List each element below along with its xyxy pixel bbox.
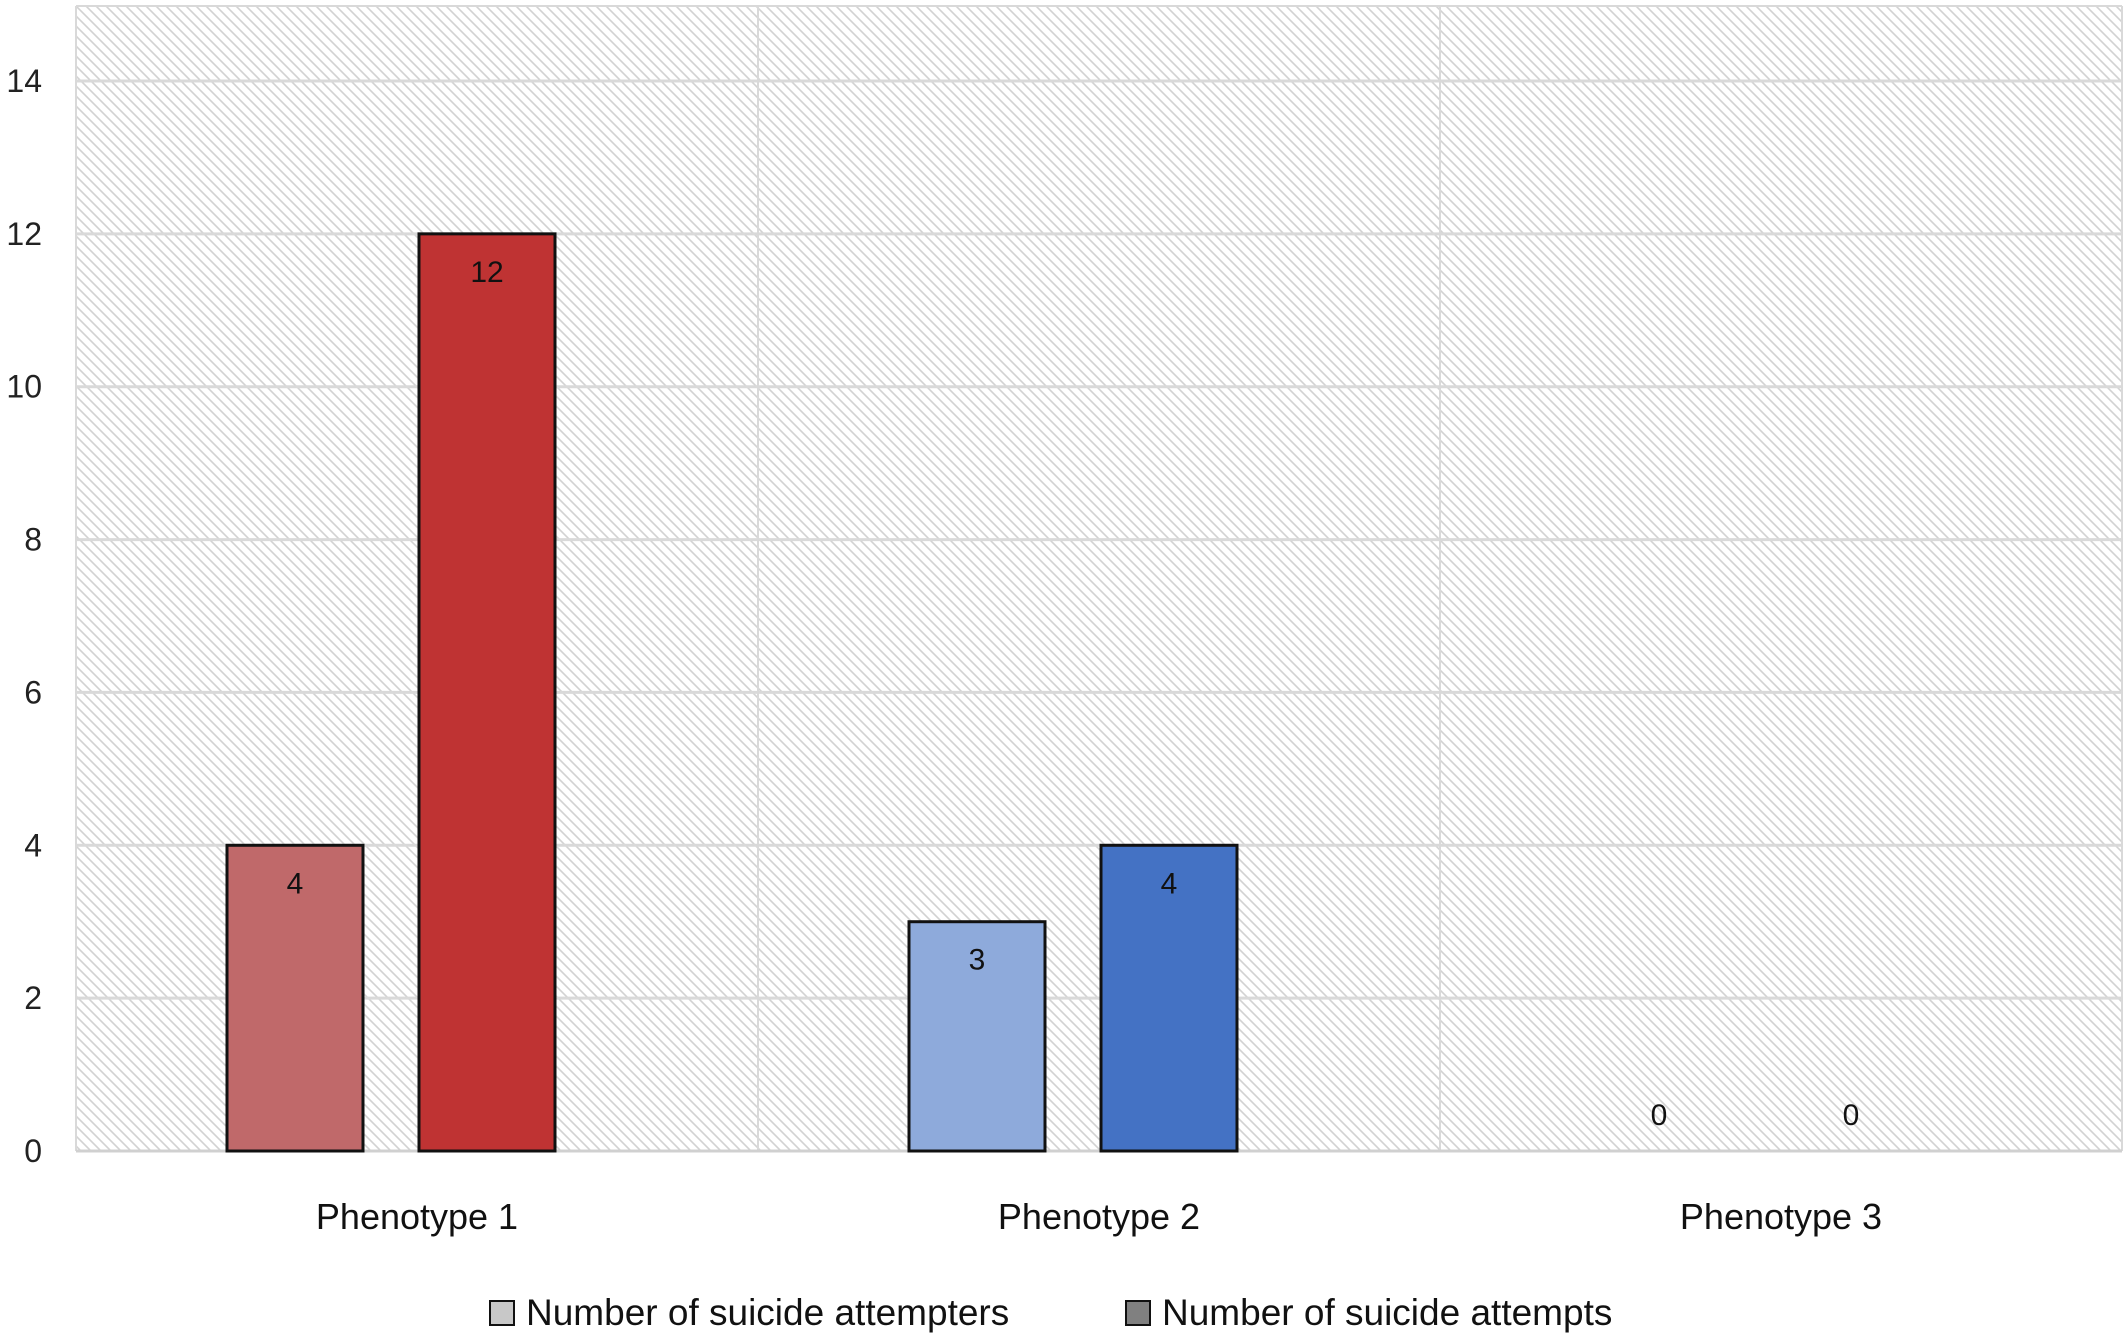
legend-label-number-of-suicide-attempters: Number of suicide attempters [526, 1292, 1009, 1333]
axes: 0 2 4 6 8 10 12 14 Phenotype 1 Phenotype 2 Phenoty… [6, 63, 2122, 1237]
data-label: 12 [470, 256, 503, 289]
legend-swatch-number-of-suicide-attempts [1125, 1300, 1151, 1326]
data-label: 4 [287, 867, 304, 900]
bar-number-of-suicide-attempters-phenotype-2 [907, 920, 1047, 1153]
plot-area-background [76, 6, 2122, 1151]
bar-number-of-suicide-attempts-phenotype-2 [1099, 843, 1239, 1153]
legend: Number of suicide attempters Number of su… [489, 1292, 1612, 1333]
data-label: 4 [1161, 867, 1178, 900]
legend-label-number-of-suicide-attempts: Number of suicide attempts [1162, 1292, 1612, 1333]
data-label: 3 [969, 944, 986, 977]
y-tick-label: 8 [24, 522, 42, 558]
data-label: 0 [1651, 1099, 1668, 1132]
data-labels: 4 3 0 12 4 0 [287, 256, 1860, 1132]
y-tick-label: 14 [6, 63, 42, 99]
gridlines [75, 5, 2123, 1153]
y-tick-label: 10 [6, 369, 42, 405]
y-tick-label: 6 [24, 674, 42, 710]
bars [225, 232, 1239, 1153]
y-tick-label: 2 [24, 980, 42, 1016]
bar-number-of-suicide-attempters-phenotype-1 [225, 843, 365, 1153]
x-tick-label-phenotype-3: Phenotype 3 [1680, 1196, 1882, 1237]
y-tick-label: 4 [24, 827, 42, 863]
data-label: 0 [1843, 1099, 1860, 1132]
bar-number-of-suicide-attempts-phenotype-1 [417, 232, 557, 1153]
legend-swatch-number-of-suicide-attempters [489, 1300, 515, 1326]
y-tick-label: 0 [24, 1133, 42, 1169]
x-tick-label-phenotype-1: Phenotype 1 [316, 1196, 518, 1237]
x-tick-label-phenotype-2: Phenotype 2 [998, 1196, 1200, 1237]
y-tick-label: 12 [6, 216, 42, 252]
